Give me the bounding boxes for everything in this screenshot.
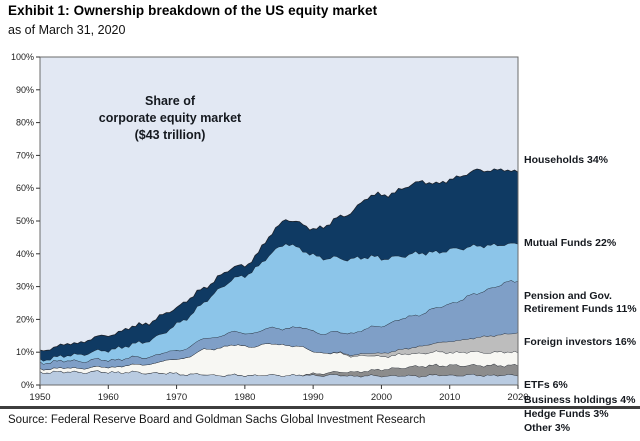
page-title: Exhibit 1: Ownership breakdown of the US… xyxy=(8,3,378,18)
y-axis-tick-label: 80% xyxy=(16,118,34,128)
band-other xyxy=(40,370,518,385)
x-axis-tick-label: 2000 xyxy=(371,392,392,403)
chart-annotation: Share of corporate equity market ($43 tr… xyxy=(60,93,280,144)
band-business-holdings xyxy=(40,343,518,377)
annotation-line3: ($43 trillion) xyxy=(134,128,206,142)
series-label-etfs: ETFs 6% xyxy=(524,379,568,391)
series-label-other: Other 3% xyxy=(524,422,571,434)
series-label-pension-funds: Pension and Gov. Retirement Funds 11% xyxy=(524,290,637,315)
x-axis-tick-label: 1990 xyxy=(303,392,324,403)
band-hedge-funds xyxy=(40,363,518,378)
page-subtitle: as of March 31, 2020 xyxy=(8,23,126,37)
x-axis-tick-label: 2020 xyxy=(507,392,528,403)
source-divider xyxy=(0,406,640,409)
annotation-line1: Share of xyxy=(144,94,195,108)
y-axis-tick-label: 20% xyxy=(16,314,34,324)
band-outline-mutual-funds xyxy=(39,168,519,352)
y-axis-tick-label: 30% xyxy=(16,282,34,292)
y-axis-tick-label: 60% xyxy=(16,183,34,193)
band-pension-and-gov-retirement-funds xyxy=(40,242,518,365)
series-label-hedge-funds: Hedge Funds 3% xyxy=(524,408,609,420)
annotation-line2: corporate equity market xyxy=(98,111,242,125)
y-axis-tick-label: 90% xyxy=(16,85,34,95)
x-axis-tick-label: 2010 xyxy=(439,392,460,403)
x-axis-tick-label: 1970 xyxy=(166,392,187,403)
series-labels: Households 34% Mutual Funds 22% Pension an… xyxy=(524,45,638,434)
band-etfs xyxy=(40,332,518,370)
y-axis-tick-label: 0% xyxy=(21,380,34,390)
stacked-area-chart: 0% 10% 20% 30% 40% 50% 60% 70% 80% 90% 100% 1950 196… xyxy=(11,52,529,403)
series-label-mutual-funds: Mutual Funds 22% xyxy=(524,237,617,249)
series-label-households: Households 34% xyxy=(524,154,609,166)
x-axis-tick-label: 1950 xyxy=(29,392,50,403)
y-axis-tick-label: 50% xyxy=(16,216,34,226)
y-axis-tick-label: 70% xyxy=(16,150,34,160)
chart-area: 0% 10% 20% 30% 40% 50% 60% 70% 80% 90% 100% 1950 196… xyxy=(0,45,640,434)
y-axis-tick-label: 40% xyxy=(16,249,34,259)
band-mutual-funds xyxy=(40,168,518,362)
y-axis-tick-label: 100% xyxy=(11,52,34,62)
series-label-business-holdings: Business holdings 4% xyxy=(524,394,636,406)
source-text: Source: Federal Reserve Board and Goldma… xyxy=(8,414,426,426)
series-label-foreign-investors: Foreign investors 16% xyxy=(524,336,637,348)
x-axis-tick-label: 1980 xyxy=(234,392,255,403)
band-foreign-investors xyxy=(40,280,518,370)
x-axis-tick-label: 1960 xyxy=(98,392,119,403)
y-axis-tick-label: 10% xyxy=(16,347,34,357)
